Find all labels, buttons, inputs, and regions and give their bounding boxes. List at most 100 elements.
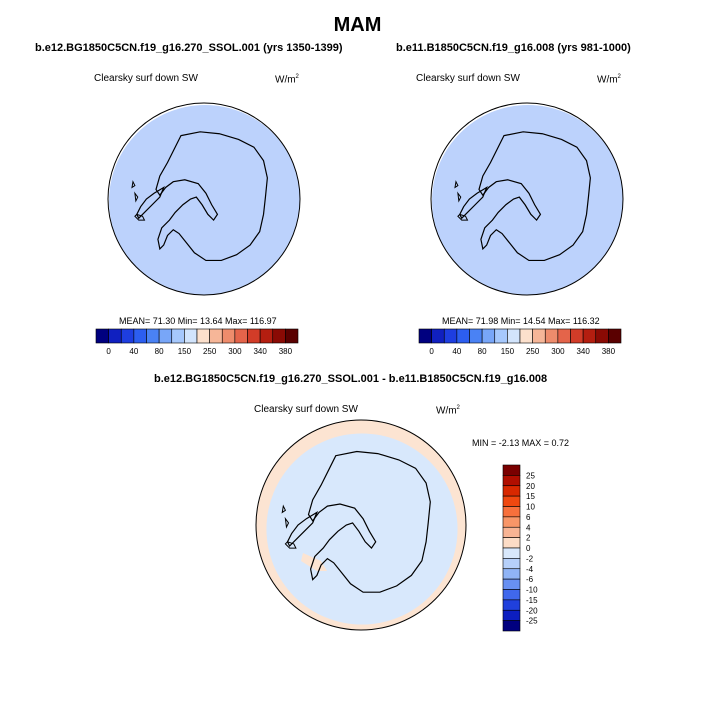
left-colorbar-box bbox=[95, 328, 109, 344]
left-colorbar-box bbox=[120, 328, 135, 344]
left-colorbar-tick-label: 150 bbox=[178, 347, 192, 356]
diff-colorbar-tick-label: 10 bbox=[526, 503, 535, 512]
left-colorbar-box bbox=[285, 328, 299, 344]
diff-colorbar-tick-label: 20 bbox=[526, 482, 535, 491]
right-panel-title: b.e11.B1850C5CN.f19_g16.008 (yrs 981-100… bbox=[396, 42, 631, 54]
left-colorbar: 0 40 80 150 250 300 340 380 bbox=[95, 328, 299, 356]
diff-colorbar-box bbox=[502, 547, 521, 559]
left-variable-label: Clearsky surf down SW bbox=[94, 73, 198, 84]
right-colorbar-box bbox=[507, 328, 521, 344]
left-units-label: W/m2 bbox=[275, 74, 299, 86]
right-colorbar-tick-label: 380 bbox=[602, 347, 616, 356]
right-colorbar-tick-label: 340 bbox=[576, 347, 590, 356]
right-colorbar-box bbox=[456, 328, 470, 344]
left-band-5 bbox=[109, 105, 300, 295]
right-colorbar-box bbox=[532, 328, 546, 344]
left-colorbar-box bbox=[259, 328, 274, 344]
left-colorbar-box bbox=[133, 328, 147, 344]
diff-colorbar-tick-label: -25 bbox=[526, 617, 538, 626]
left-colorbar-tick-label: 380 bbox=[279, 347, 293, 356]
diff-coastline bbox=[281, 450, 431, 593]
right-colorbar-tick-label: 150 bbox=[501, 347, 515, 356]
left-colorbar-tick-label: 80 bbox=[155, 347, 164, 356]
right-colorbar-box bbox=[595, 328, 609, 344]
diff-colorbar-tick-label: -6 bbox=[526, 575, 534, 584]
diff-colorbar-tick-label: 2 bbox=[526, 534, 531, 543]
diff-colorbar-box bbox=[502, 516, 521, 528]
left-colorbar-box bbox=[171, 328, 185, 344]
diff-map bbox=[255, 419, 467, 631]
diff-colorbar-box bbox=[502, 599, 521, 611]
diff-panel-title: b.e12.BG1850C5CN.f19_g16.270_SSOL.001 - … bbox=[154, 373, 548, 385]
right-stats: MEAN= 71.98 Min= 14.54 Max= 116.32 bbox=[442, 316, 600, 326]
right-colorbar-box bbox=[443, 328, 458, 344]
right-colorbar-box bbox=[431, 328, 445, 344]
diff-colorbar-box bbox=[502, 620, 521, 632]
right-map bbox=[430, 102, 624, 296]
left-colorbar-box bbox=[234, 328, 248, 344]
left-colorbar-tick-label: 300 bbox=[228, 347, 242, 356]
left-colorbar-box bbox=[196, 328, 210, 344]
right-colorbar-box bbox=[494, 328, 508, 344]
left-colorbar-tick-label: 340 bbox=[253, 347, 267, 356]
left-stats: MEAN= 71.30 Min= 13.64 Max= 116.97 bbox=[119, 316, 277, 326]
diff-colorbar-tick-label: -20 bbox=[526, 606, 538, 615]
right-colorbar-box bbox=[544, 328, 559, 344]
right-colorbar-box bbox=[519, 328, 533, 344]
left-colorbar-box bbox=[272, 328, 286, 344]
diff-colorbar-tick-label: 6 bbox=[526, 513, 531, 522]
diff-stats: MIN = -2.13 MAX = 0.72 bbox=[472, 438, 570, 448]
diff-colorbar-tick-label: -15 bbox=[526, 596, 538, 605]
diff-colorbar-tick-label: 0 bbox=[526, 544, 531, 553]
right-colorbar-tick-label: 300 bbox=[551, 347, 565, 356]
diff-colorbar-box bbox=[502, 485, 521, 497]
figure-title: MAM bbox=[333, 14, 382, 36]
left-colorbar-box bbox=[221, 328, 236, 344]
right-colorbar-tick-label: 40 bbox=[452, 347, 461, 356]
diff-colorbar-tick-label: 25 bbox=[526, 471, 535, 480]
left-coastline bbox=[131, 131, 268, 262]
diff-colorbar-box bbox=[502, 464, 521, 476]
left-map bbox=[107, 102, 301, 296]
diff-colorbar-box bbox=[502, 609, 521, 621]
diff-outline bbox=[255, 419, 467, 631]
diff-colorbar-box bbox=[502, 526, 521, 538]
diff-colorbar-tick-label: -10 bbox=[526, 586, 538, 595]
left-colorbar-tick-label: 40 bbox=[129, 347, 138, 356]
left-colorbar-box bbox=[209, 328, 223, 344]
diff-colorbar-box bbox=[502, 506, 521, 518]
right-colorbar-box bbox=[582, 328, 597, 344]
left-colorbar-box bbox=[146, 328, 160, 344]
diff-colorbar-box bbox=[502, 495, 521, 507]
diff-variable-label: Clearsky surf down SW bbox=[254, 404, 358, 415]
left-colorbar-tick-label: 250 bbox=[203, 347, 217, 356]
diff-units-label: W/m2 bbox=[436, 405, 460, 417]
right-colorbar-box bbox=[418, 328, 432, 344]
right-colorbar-tick-label: 250 bbox=[526, 347, 540, 356]
left-colorbar-box bbox=[184, 328, 198, 344]
right-colorbar: 0 40 80 150 250 300 340 380 bbox=[418, 328, 622, 356]
left-colorbar-box bbox=[247, 328, 261, 344]
right-outline bbox=[430, 102, 624, 296]
right-variable-label: Clearsky surf down SW bbox=[416, 73, 520, 84]
right-colorbar-tick-label: 80 bbox=[478, 347, 487, 356]
left-colorbar-box bbox=[158, 328, 173, 344]
right-colorbar-box bbox=[481, 328, 496, 344]
diff-colorbar-box bbox=[502, 589, 521, 601]
right-colorbar-box bbox=[469, 328, 483, 344]
diff-colorbar-box bbox=[502, 537, 521, 549]
diff-colorbar-tick-label: 15 bbox=[526, 492, 535, 501]
right-colorbar-box bbox=[608, 328, 622, 344]
right-units-label: W/m2 bbox=[597, 74, 621, 86]
right-colorbar-tick-label: 0 bbox=[429, 347, 434, 356]
right-colorbar-box bbox=[557, 328, 571, 344]
right-band-5 bbox=[432, 105, 623, 295]
diff-colorbar-box bbox=[502, 578, 521, 590]
diff-colorbar-box bbox=[502, 568, 521, 580]
diff-colorbar-box bbox=[502, 475, 521, 487]
diff-colorbar-tick-label: -2 bbox=[526, 554, 534, 563]
left-colorbar-box bbox=[108, 328, 122, 344]
left-panel-title: b.e12.BG1850C5CN.f19_g16.270_SSOL.001 (y… bbox=[35, 42, 343, 54]
